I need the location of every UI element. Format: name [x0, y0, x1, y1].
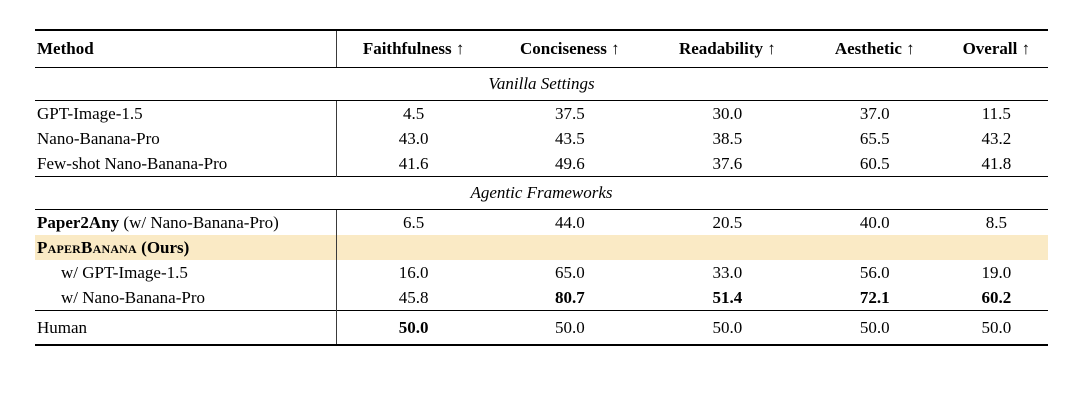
method-cell: Nano-Banana-Pro [37, 128, 160, 148]
method-name-note: (Ours) [141, 237, 190, 257]
results-table-container: Method Faithfulness ↑ Conciseness ↑ Read… [35, 29, 1048, 346]
value-cell-best: 72.1 [859, 287, 890, 307]
method-name-note: (w/ Nano-Banana-Pro) [123, 212, 279, 232]
value-cell: 19.0 [981, 262, 1012, 282]
section-row-vanilla-settings: Vanilla Settings [35, 67, 1048, 101]
method-cell: PaperBanana (Ours) [35, 235, 337, 260]
value-cell-best: 80.7 [554, 287, 585, 307]
value-cell: 41.8 [981, 153, 1012, 173]
col-header-method: Method [35, 30, 337, 68]
value-cell: 16.0 [336, 260, 490, 285]
table-row: w/ GPT-Image-1.5 16.0 65.0 33.0 56.0 19.… [35, 260, 1048, 285]
value-cell: 11.5 [981, 103, 1011, 123]
table-row-human: Human 50.0 50.0 50.0 50.0 50.0 [35, 310, 1048, 345]
value-cell-empty [944, 235, 1048, 260]
section-label-vanilla-settings: Vanilla Settings [35, 67, 1048, 101]
value-cell: 37.5 [554, 103, 585, 123]
value-cell-empty [804, 235, 945, 260]
value-cell-empty [489, 235, 650, 260]
value-cell-best: 50.0 [336, 310, 490, 345]
value-cell: 44.0 [554, 212, 585, 232]
value-cell: 65.0 [554, 262, 585, 282]
value-cell: 50.0 [944, 310, 1048, 345]
table-row: GPT-Image-1.5 4.5 37.5 30.0 37.0 11.5 [35, 100, 1048, 126]
method-cell: w/ GPT-Image-1.5 [61, 262, 188, 282]
table-header-row: Method Faithfulness ↑ Conciseness ↑ Read… [35, 30, 1048, 68]
value-cell: 50.0 [804, 310, 945, 345]
value-cell: 40.0 [859, 212, 890, 232]
value-cell: 33.0 [712, 262, 743, 282]
col-header-aesthetic: Aesthetic ↑ [804, 30, 945, 68]
col-header-overall: Overall ↑ [944, 30, 1048, 68]
col-header-faithfulness: Faithfulness ↑ [336, 30, 490, 68]
value-cell: 60.5 [859, 153, 890, 173]
method-cell: Paper2Any (w/ Nano-Banana-Pro) [35, 210, 337, 236]
value-cell: 43.0 [336, 126, 490, 151]
value-cell: 65.5 [859, 128, 890, 148]
value-cell: 50.0 [489, 310, 650, 345]
value-cell: 8.5 [985, 212, 1007, 232]
method-name-bold: Paper2Any [37, 212, 120, 232]
col-header-conciseness: Conciseness ↑ [489, 30, 650, 68]
value-cell: 6.5 [336, 209, 490, 235]
value-cell: 43.5 [554, 128, 585, 148]
value-cell: 38.5 [712, 128, 743, 148]
value-cell: 4.5 [336, 100, 490, 126]
value-cell: 37.6 [712, 153, 743, 173]
value-cell: 20.5 [712, 212, 743, 232]
method-cell: Human [35, 310, 337, 345]
value-cell-empty [649, 235, 805, 260]
table-row: Nano-Banana-Pro 43.0 43.5 38.5 65.5 43.2 [35, 126, 1048, 151]
value-cell: 41.6 [336, 151, 490, 177]
value-cell: 45.8 [336, 285, 490, 311]
value-cell: 50.0 [649, 310, 805, 345]
table-row: Paper2Any (w/ Nano-Banana-Pro) 6.5 44.0 … [35, 209, 1048, 236]
method-name-smallcaps: PaperBanana [37, 237, 137, 257]
table-row: w/ Nano-Banana-Pro 45.8 80.7 51.4 72.1 6… [35, 285, 1048, 311]
highlighted-row-paperbanana: PaperBanana (Ours) [35, 235, 1048, 260]
value-cell-best: 60.2 [981, 287, 1012, 307]
col-header-readability: Readability ↑ [649, 30, 805, 68]
section-label-agentic-frameworks: Agentic Frameworks [35, 176, 1048, 210]
section-row-agentic-frameworks: Agentic Frameworks [35, 176, 1048, 210]
value-cell: 30.0 [712, 103, 743, 123]
table-row: Few-shot Nano-Banana-Pro 41.6 49.6 37.6 … [35, 151, 1048, 177]
method-cell: w/ Nano-Banana-Pro [61, 287, 205, 307]
value-cell: 49.6 [554, 153, 585, 173]
value-cell: 56.0 [859, 262, 890, 282]
value-cell-empty [336, 235, 490, 260]
value-cell-best: 51.4 [712, 287, 743, 307]
value-cell: 43.2 [981, 128, 1012, 148]
method-cell: GPT-Image-1.5 [37, 103, 143, 123]
method-cell: Few-shot Nano-Banana-Pro [37, 153, 228, 173]
value-cell: 37.0 [859, 103, 890, 123]
results-table: Method Faithfulness ↑ Conciseness ↑ Read… [35, 29, 1048, 346]
